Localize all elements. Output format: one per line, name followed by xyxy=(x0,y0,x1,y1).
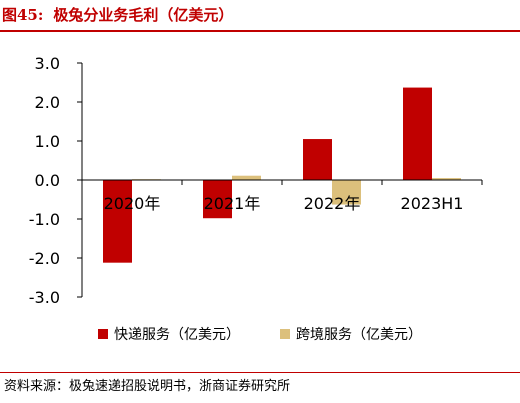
legend-swatch-express xyxy=(98,329,108,339)
x-category-label: 2022年 xyxy=(304,194,361,213)
legend-item-crossborder: 跨境服务（亿美元） xyxy=(280,323,422,345)
x-category-label: 2023H1 xyxy=(401,194,464,213)
x-category-label: 2021年 xyxy=(204,194,261,213)
title-divider xyxy=(0,30,520,32)
bar-express xyxy=(403,87,432,180)
legend: 快递服务（亿美元） 跨境服务（亿美元） xyxy=(0,323,520,345)
x-category-label: 2020年 xyxy=(104,194,161,213)
chart-title: 图45: 极兔分业务毛利（亿美元） xyxy=(2,2,518,28)
source-divider xyxy=(0,372,520,373)
figure-number: 图45: xyxy=(2,6,44,24)
bar-express xyxy=(103,180,132,263)
y-tick-label: 3.0 xyxy=(35,54,60,73)
bar-express xyxy=(303,139,332,180)
bar-crossborder xyxy=(232,175,261,180)
legend-label-express: 快递服务（亿美元） xyxy=(114,327,240,343)
y-tick-label: 2.0 xyxy=(35,93,60,112)
source-note: 资料来源：极兔速递招股说明书，浙商证券研究所 xyxy=(4,379,291,394)
legend-swatch-crossborder xyxy=(280,329,290,339)
bar-crossborder xyxy=(432,178,461,180)
legend-item-express: 快递服务（亿美元） xyxy=(98,323,240,345)
y-tick-label: 0.0 xyxy=(35,171,60,190)
bar-crossborder xyxy=(332,180,361,205)
y-tick-label: -3.0 xyxy=(29,288,60,307)
y-tick-label: -1.0 xyxy=(29,210,60,229)
legend-label-crossborder: 跨境服务（亿美元） xyxy=(296,327,422,343)
y-tick-label: 1.0 xyxy=(35,132,60,151)
figure-title: 极兔分业务毛利（亿美元） xyxy=(53,6,234,24)
y-tick-label: -2.0 xyxy=(29,249,60,268)
bar-express xyxy=(203,180,232,219)
bar-chart: 3.0 2.0 1.0 0.0 -1.0 -2.0 -3.0 2020年 2021年 2022年 2… xyxy=(29,54,483,307)
